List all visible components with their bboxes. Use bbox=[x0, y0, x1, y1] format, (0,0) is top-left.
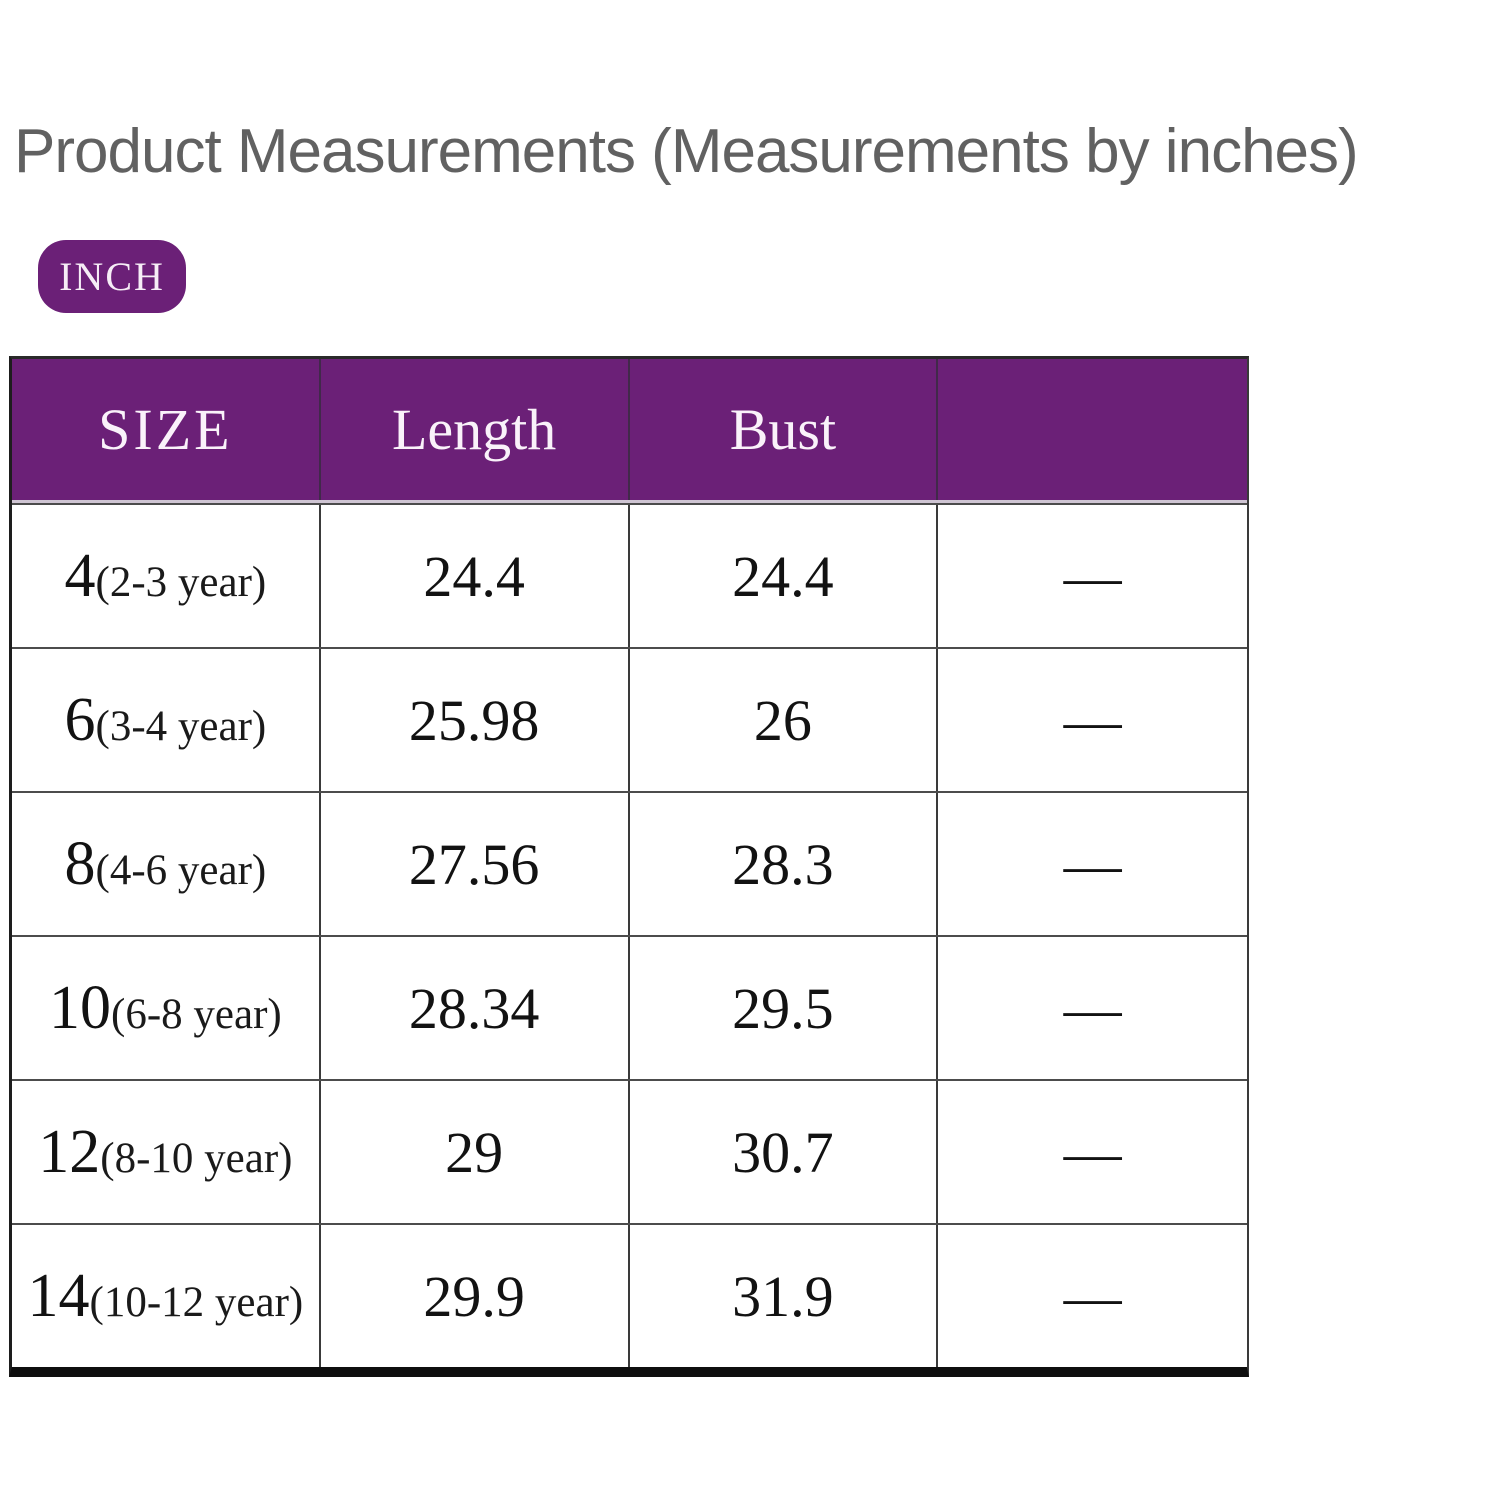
empty-cell-dash: — bbox=[1063, 543, 1122, 609]
size-cell: 4 (2-3 year) bbox=[12, 505, 321, 647]
table-row: 12 (8-10 year) 29 30.7 — bbox=[12, 1079, 1247, 1223]
table-row: 14 (10-12 year) 29.9 31.9 — bbox=[12, 1223, 1247, 1367]
size-cell: 10 (6-8 year) bbox=[12, 937, 321, 1079]
size-value: 12 bbox=[38, 1117, 101, 1186]
column-header-length: Length bbox=[321, 359, 630, 500]
bust-cell: 26 bbox=[630, 649, 939, 791]
size-value: 10 bbox=[49, 973, 112, 1042]
bust-cell: 28.3 bbox=[630, 793, 939, 935]
size-age-note: (3-4 year) bbox=[95, 702, 267, 750]
length-cell: 27.56 bbox=[321, 793, 630, 935]
size-cell: 14 (10-12 year) bbox=[12, 1225, 321, 1367]
length-cell: 28.34 bbox=[321, 937, 630, 1079]
empty-cell-dash: — bbox=[1063, 831, 1122, 897]
table-row: 6 (3-4 year) 25.98 26 — bbox=[12, 647, 1247, 791]
size-cell: 6 (3-4 year) bbox=[12, 649, 321, 791]
length-cell: 24.4 bbox=[321, 505, 630, 647]
size-age-note: (8-10 year) bbox=[100, 1134, 293, 1182]
table-header-row: SIZE Length Bust bbox=[12, 359, 1247, 503]
table-row: 4 (2-3 year) 24.4 24.4 — bbox=[12, 503, 1247, 647]
size-cell: 12 (8-10 year) bbox=[12, 1081, 321, 1223]
bust-cell: 31.9 bbox=[630, 1225, 939, 1367]
empty-cell-dash: — bbox=[1063, 1263, 1122, 1329]
table-row: 10 (6-8 year) 28.34 29.5 — bbox=[12, 935, 1247, 1079]
bust-cell: 29.5 bbox=[630, 937, 939, 1079]
bust-cell: 30.7 bbox=[630, 1081, 939, 1223]
size-value: 6 bbox=[64, 685, 96, 754]
length-cell: 29.9 bbox=[321, 1225, 630, 1367]
column-header-empty bbox=[938, 359, 1247, 500]
empty-cell-dash: — bbox=[1063, 687, 1122, 753]
size-value: 8 bbox=[64, 829, 96, 898]
size-age-note: (6-8 year) bbox=[111, 990, 282, 1038]
table-row: 8 (4-6 year) 27.56 28.3 — bbox=[12, 791, 1247, 935]
size-value: 14 bbox=[27, 1261, 90, 1330]
column-header-bust: Bust bbox=[630, 359, 939, 500]
page-title: Product Measurements (Measurements by in… bbox=[14, 117, 1359, 186]
size-age-note: (4-6 year) bbox=[95, 846, 267, 894]
length-cell: 29 bbox=[321, 1081, 630, 1223]
empty-cell-dash: — bbox=[1063, 975, 1122, 1041]
column-header-size: SIZE bbox=[12, 359, 321, 500]
empty-cell-dash: — bbox=[1063, 1119, 1122, 1185]
size-chart-table: SIZE Length Bust 4 (2-3 year) 24.4 24.4 … bbox=[9, 356, 1249, 1377]
size-cell: 8 (4-6 year) bbox=[12, 793, 321, 935]
length-cell: 25.98 bbox=[321, 649, 630, 791]
size-value: 4 bbox=[64, 541, 96, 610]
bust-cell: 24.4 bbox=[630, 505, 939, 647]
size-age-note: (2-3 year) bbox=[95, 558, 267, 606]
unit-inch-badge[interactable]: INCH bbox=[38, 240, 186, 313]
size-age-note: (10-12 year) bbox=[89, 1278, 304, 1326]
